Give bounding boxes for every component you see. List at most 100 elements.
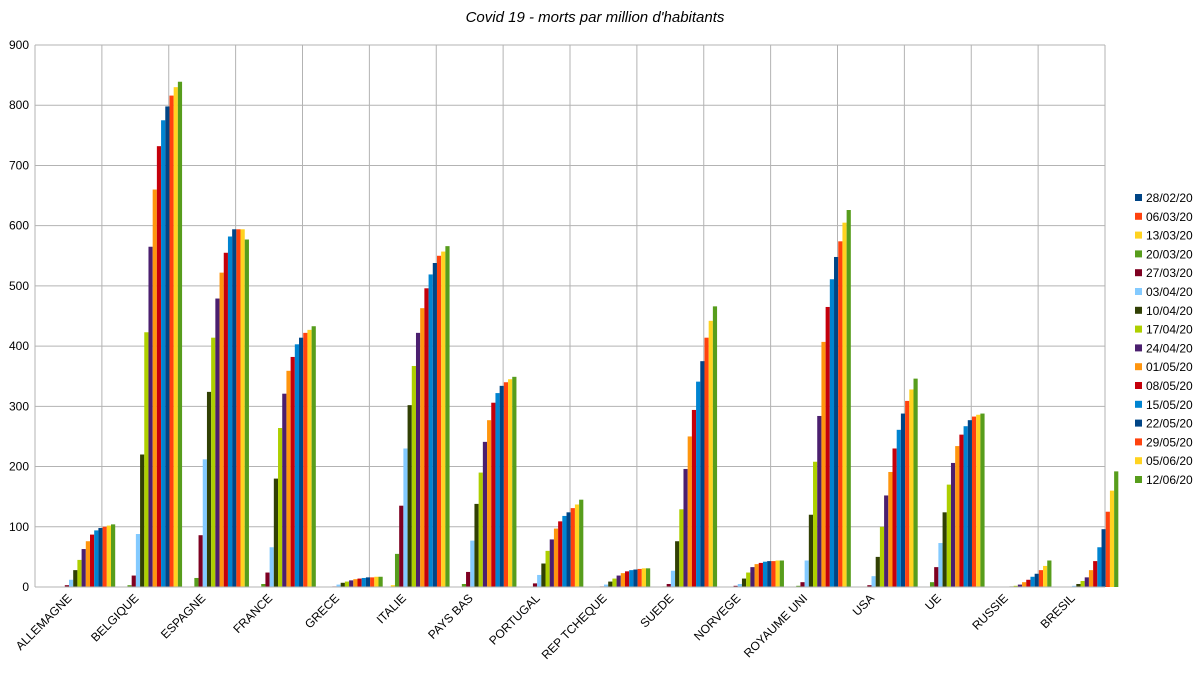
bar [964,426,968,587]
bar [90,535,94,587]
bar [884,495,888,587]
legend-swatch [1135,420,1142,427]
legend-entry: 24/04/20 [1135,341,1193,355]
bar [303,333,307,587]
legend-label: 03/04/20 [1146,285,1193,299]
legend-label: 20/03/20 [1146,247,1193,261]
bar [550,539,554,587]
legend-entry: 17/04/20 [1135,323,1193,337]
x-tick-label: PAYS BAS [425,591,476,642]
bar [688,436,692,587]
bar [358,579,362,587]
bar [880,527,884,587]
bar [771,561,775,587]
bar [241,229,245,587]
bar [1030,577,1034,587]
bar [709,321,713,587]
bar [809,515,813,587]
bar [546,551,550,587]
bar [144,332,148,587]
bar [968,420,972,587]
bar [353,579,357,587]
y-tick-label: 200 [9,460,29,474]
bar [1106,512,1110,587]
legend-label: 27/03/20 [1146,266,1193,280]
bar [976,415,980,587]
legend-entry: 06/03/20 [1135,210,1193,224]
x-tick-label: NORVEGE [691,591,743,643]
bar [412,366,416,587]
bar [194,578,198,587]
y-tick-label: 400 [9,339,29,353]
bar [847,210,851,587]
y-tick-label: 500 [9,279,29,293]
bar [98,528,102,587]
x-tick-label: PORTUGAL [486,591,543,648]
bar [776,561,780,587]
bar [934,567,938,587]
legend-entry: 12/06/20 [1135,473,1193,487]
bar [265,573,269,587]
y-tick-label: 600 [9,219,29,233]
legend-label: 24/04/20 [1146,341,1193,355]
bar [491,403,495,587]
x-tick-label: USA [850,591,877,618]
bar [817,416,821,587]
bar [349,580,353,587]
bar [299,338,303,587]
bar [207,392,211,587]
bar [750,567,754,587]
bar [633,570,637,587]
x-tick-label: BRESIL [1038,591,1078,631]
bar [1022,582,1026,587]
x-tick-label: ITALIE [374,591,409,626]
bar [943,512,947,587]
bar [107,526,111,587]
bar [1089,570,1093,587]
legend-label: 10/04/20 [1146,304,1193,318]
legend-label: 17/04/20 [1146,323,1193,337]
bar [876,557,880,587]
bar [1026,580,1030,587]
bar [642,568,646,587]
chart-title: Covid 19 - morts par million d'habitants [466,9,725,26]
bar [232,229,236,587]
bar [780,561,784,587]
bar [341,583,345,587]
x-tick-label: ROYAUME UNI [741,591,810,660]
bar [742,579,746,587]
legend-label: 13/03/20 [1146,229,1193,243]
bar [646,568,650,587]
bar [111,524,115,587]
bar [675,541,679,587]
bar [483,442,487,587]
bar [487,420,491,587]
bar [704,338,708,587]
y-tick-label: 900 [9,38,29,52]
bar [291,357,295,587]
bar [103,527,107,587]
bar [541,564,545,587]
bar [1097,547,1101,587]
bar [94,530,98,587]
legend-swatch [1135,401,1142,408]
legend-swatch [1135,269,1142,276]
bar [1114,471,1118,587]
bar [161,120,165,587]
bar [562,516,566,587]
bar [959,435,963,587]
y-tick-label: 100 [9,520,29,534]
legend-swatch [1135,232,1142,239]
legend-entry: 10/04/20 [1135,304,1193,318]
bar [763,562,767,587]
bar [909,389,913,587]
legend-entry: 27/03/20 [1135,266,1193,280]
bar [295,344,299,587]
legend-label: 29/05/20 [1146,435,1193,449]
y-tick-label: 300 [9,399,29,413]
bar [834,257,838,587]
bar [608,582,612,587]
bar [821,342,825,587]
y-tick-label: 0 [22,580,29,594]
